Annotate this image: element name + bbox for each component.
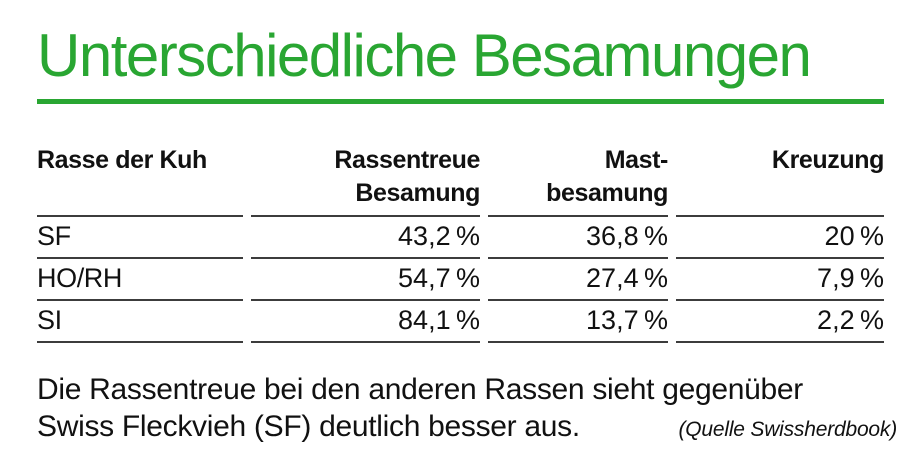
column-header-kreuzung: Kreuzung	[676, 144, 884, 217]
column-header-label: Besamung	[355, 179, 480, 207]
value-cell: 20 %	[676, 217, 884, 259]
column-header-rassentreue: Rassentreue Besamung	[251, 144, 480, 217]
column-header-label: Kreuzung	[771, 146, 884, 174]
caption: Die Rassentreue bei den anderen Rassen s…	[37, 371, 897, 448]
value-cell: 27,4 %	[488, 259, 668, 301]
value-cell: 36,8 %	[488, 217, 668, 259]
table-row: SI 84,1 % 13,7 % 2,2 %	[37, 301, 884, 343]
value-cell: 43,2 %	[251, 217, 480, 259]
table-header-row: Rasse der Kuh Rassentreue Besamung Mast-…	[37, 144, 884, 217]
breed-cell: SI	[37, 301, 243, 343]
caption-line: Die Rassentreue bei den anderen Rassen s…	[37, 373, 803, 406]
breed-cell: SF	[37, 217, 243, 259]
table-row: SF 43,2 % 36,8 % 20 %	[37, 217, 884, 259]
column-header-label: Mast-	[604, 146, 668, 174]
value-cell: 54,7 %	[251, 259, 480, 301]
breed-cell: HO/RH	[37, 259, 243, 301]
caption-line: Swiss Fleckvieh (SF) deutlich besser aus…	[37, 410, 580, 443]
value-cell: 2,2 %	[676, 301, 884, 343]
table-row: HO/RH 54,7 % 27,4 % 7,9 %	[37, 259, 884, 301]
column-header-label: besamung	[546, 179, 668, 207]
column-header-mastbesamung: Mast- besamung	[488, 144, 668, 217]
page-title: Unterschiedliche Besamungen	[37, 22, 812, 89]
title-underline	[37, 99, 884, 104]
value-cell: 7,9 %	[676, 259, 884, 301]
source-note: (Quelle Swissherdbook)	[678, 418, 897, 441]
insemination-table: Rasse der Kuh Rassentreue Besamung Mast-…	[29, 144, 892, 343]
column-header-label: Rassentreue	[334, 146, 480, 174]
value-cell: 13,7 %	[488, 301, 668, 343]
column-header-label: Rasse der Kuh	[37, 146, 207, 174]
column-header-breed: Rasse der Kuh	[37, 144, 243, 217]
value-cell: 84,1 %	[251, 301, 480, 343]
